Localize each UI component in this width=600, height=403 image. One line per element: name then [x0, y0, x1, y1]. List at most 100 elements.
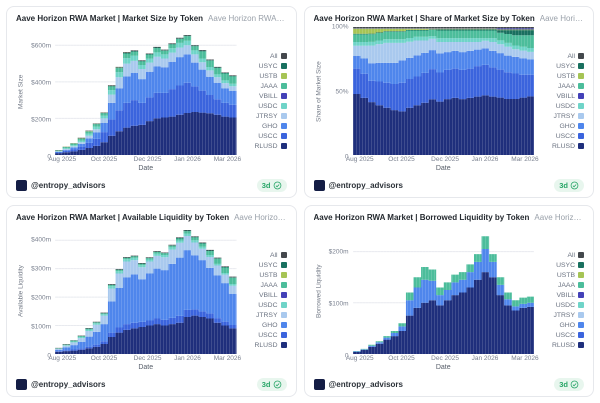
legend-item-vbill[interactable]: VBILL — [241, 292, 287, 299]
freshness-badge[interactable]: 3d — [554, 377, 584, 391]
plot-canvas[interactable] — [55, 226, 237, 354]
legend-item-jaaa[interactable]: JAAA — [538, 83, 584, 90]
legend-item-gho[interactable]: GHO — [538, 322, 584, 329]
legend-label: USCC — [555, 132, 575, 140]
chart-subtitle[interactable]: Aave Horizon RWA: Liquidity Over Time by… — [208, 14, 286, 23]
legend-item-ustb[interactable]: USTB — [241, 272, 287, 279]
legend-item-usyc[interactable]: USYC — [538, 63, 584, 70]
legend-item-usyc[interactable]: USYC — [241, 262, 287, 269]
x-tick-label: Oct 2025 — [388, 355, 415, 362]
y-axis-title: Share of Market Size — [315, 61, 322, 123]
chart-subtitle[interactable]: Aave Horizon RWA: Liquidity Over Time ..… — [234, 213, 286, 222]
legend-swatch — [280, 143, 287, 149]
check-circle-icon — [273, 380, 281, 388]
legend-item-gho[interactable]: GHO — [241, 123, 287, 130]
legend-item-gho[interactable]: GHO — [241, 322, 287, 329]
legend-item-usdc[interactable]: USDC — [538, 302, 584, 309]
x-tick-label: Dec 2025 — [133, 355, 162, 362]
plot-canvas[interactable] — [352, 226, 535, 354]
stacked-area-plot[interactable] — [55, 27, 237, 155]
y-axis-ticks: 0 $100m $200m — [324, 226, 353, 360]
x-tick-label: Aug 2025 — [345, 355, 374, 362]
y-tick-label: $200m — [31, 116, 51, 124]
avatar — [313, 378, 325, 390]
legend-label: RLUSD — [254, 341, 278, 349]
legend-label: VBILL — [258, 92, 278, 100]
author-handle[interactable]: @entropy_advisors — [31, 379, 106, 389]
legend-item-rlusd[interactable]: RLUSD — [241, 143, 287, 150]
author: @entropy_advisors — [313, 179, 404, 191]
legend-item-jtrsy[interactable]: JTRSY — [241, 113, 287, 120]
legend-item-uscc[interactable]: USCC — [241, 332, 287, 339]
author-handle[interactable]: @entropy_advisors — [31, 180, 106, 190]
freshness-badge[interactable]: 3d — [554, 178, 584, 192]
legend-item-rlusd[interactable]: RLUSD — [241, 342, 287, 349]
y-tick-label: 0 — [47, 352, 51, 360]
series-area-gho — [352, 48, 534, 85]
author-handle[interactable]: @entropy_advisors — [328, 379, 404, 389]
legend-item-ustb[interactable]: USTB — [538, 272, 584, 279]
legend-swatch — [280, 342, 287, 348]
legend-item-uscc[interactable]: USCC — [538, 332, 584, 339]
legend-item-usdc[interactable]: USDC — [241, 103, 287, 110]
legend-label: USYC — [258, 261, 278, 269]
legend-item-all[interactable]: All — [538, 252, 584, 259]
legend-item-uscc[interactable]: USCC — [241, 133, 287, 140]
legend-swatch — [578, 342, 584, 348]
legend-label: USDC — [555, 102, 575, 110]
plot-canvas[interactable] — [352, 27, 535, 155]
chart-card-available-liquidity: Aave Horizon RWA Market | Available Liqu… — [6, 205, 297, 397]
x-tick-label: Jan 2026 — [471, 355, 499, 362]
stacked-area-plot[interactable] — [55, 226, 237, 354]
legend-item-jaaa[interactable]: JAAA — [538, 282, 584, 289]
plot-column: Aug 2025 Oct 2025 Dec 2025 Jan 2026 Mar 2026… — [346, 27, 539, 175]
legend-label: RLUSD — [551, 341, 575, 349]
legend-item-vbill[interactable]: VBILL — [538, 93, 584, 100]
chart-header: Aave Horizon RWA Market | Borrowed Liqui… — [314, 213, 585, 222]
freshness-badge[interactable]: 3d — [256, 178, 287, 192]
legend-label: All — [269, 251, 278, 259]
chart-title: Aave Horizon RWA Market | Borrowed Liqui… — [313, 213, 530, 222]
legend-item-rlusd[interactable]: RLUSD — [538, 342, 584, 349]
legend-item-jtrsy[interactable]: JTRSY — [538, 312, 584, 319]
series-area-jaaa — [352, 236, 534, 352]
legend-item-usyc[interactable]: USYC — [538, 262, 584, 269]
legend-item-gho[interactable]: GHO — [538, 123, 584, 130]
legend-item-usyc[interactable]: USYC — [241, 63, 287, 70]
chart-subtitle[interactable]: Aave Horizon RWA: Liquidity Over Ti... — [539, 14, 584, 23]
legend-item-all[interactable]: All — [241, 53, 287, 60]
freshness-badge[interactable]: 3d — [256, 377, 287, 391]
series-area-jtrsy — [55, 235, 237, 350]
legend-item-usdc[interactable]: USDC — [241, 302, 287, 309]
chart-subtitle[interactable]: Aave Horizon RWA: Liquidity Over Time ..… — [534, 213, 584, 222]
x-tick-label: Aug 2025 — [48, 355, 77, 362]
legend-label: RLUSD — [254, 142, 278, 150]
y-tick-label: $200m — [31, 294, 51, 302]
stacked-area-plot[interactable] — [352, 226, 535, 354]
chart-body: Available Liquidity 0 $100m $200m $300m $400… — [16, 226, 287, 374]
legend-swatch — [280, 63, 287, 69]
legend-item-jtrsy[interactable]: JTRSY — [538, 113, 584, 120]
legend-item-usdc[interactable]: USDC — [538, 103, 584, 110]
author: @entropy_advisors — [16, 378, 106, 390]
legend-item-uscc[interactable]: USCC — [538, 133, 584, 140]
stacked-area-plot[interactable] — [352, 27, 535, 155]
legend-item-all[interactable]: All — [538, 53, 584, 60]
legend-item-ustb[interactable]: USTB — [538, 73, 584, 80]
check-circle-icon — [273, 181, 281, 189]
legend-item-vbill[interactable]: VBILL — [538, 292, 584, 299]
legend-item-jaaa[interactable]: JAAA — [241, 83, 287, 90]
legend-item-vbill[interactable]: VBILL — [241, 93, 287, 100]
legend-item-ustb[interactable]: USTB — [241, 73, 287, 80]
chart-body: Share of Market Size 0 50% 100% Aug 2025 Oc… — [314, 24, 584, 175]
legend-item-all[interactable]: All — [241, 252, 287, 259]
x-tick-label: Oct 2025 — [388, 156, 415, 163]
x-tick-label: Dec 2025 — [133, 156, 162, 163]
legend-item-jaaa[interactable]: JAAA — [241, 282, 287, 289]
legend-swatch — [280, 252, 287, 258]
author-handle[interactable]: @entropy_advisors — [328, 180, 404, 190]
plot-canvas[interactable] — [55, 27, 237, 155]
legend-item-jtrsy[interactable]: JTRSY — [241, 312, 287, 319]
x-tick-label: Mar 2026 — [213, 156, 242, 163]
legend-item-rlusd[interactable]: RLUSD — [538, 143, 584, 150]
